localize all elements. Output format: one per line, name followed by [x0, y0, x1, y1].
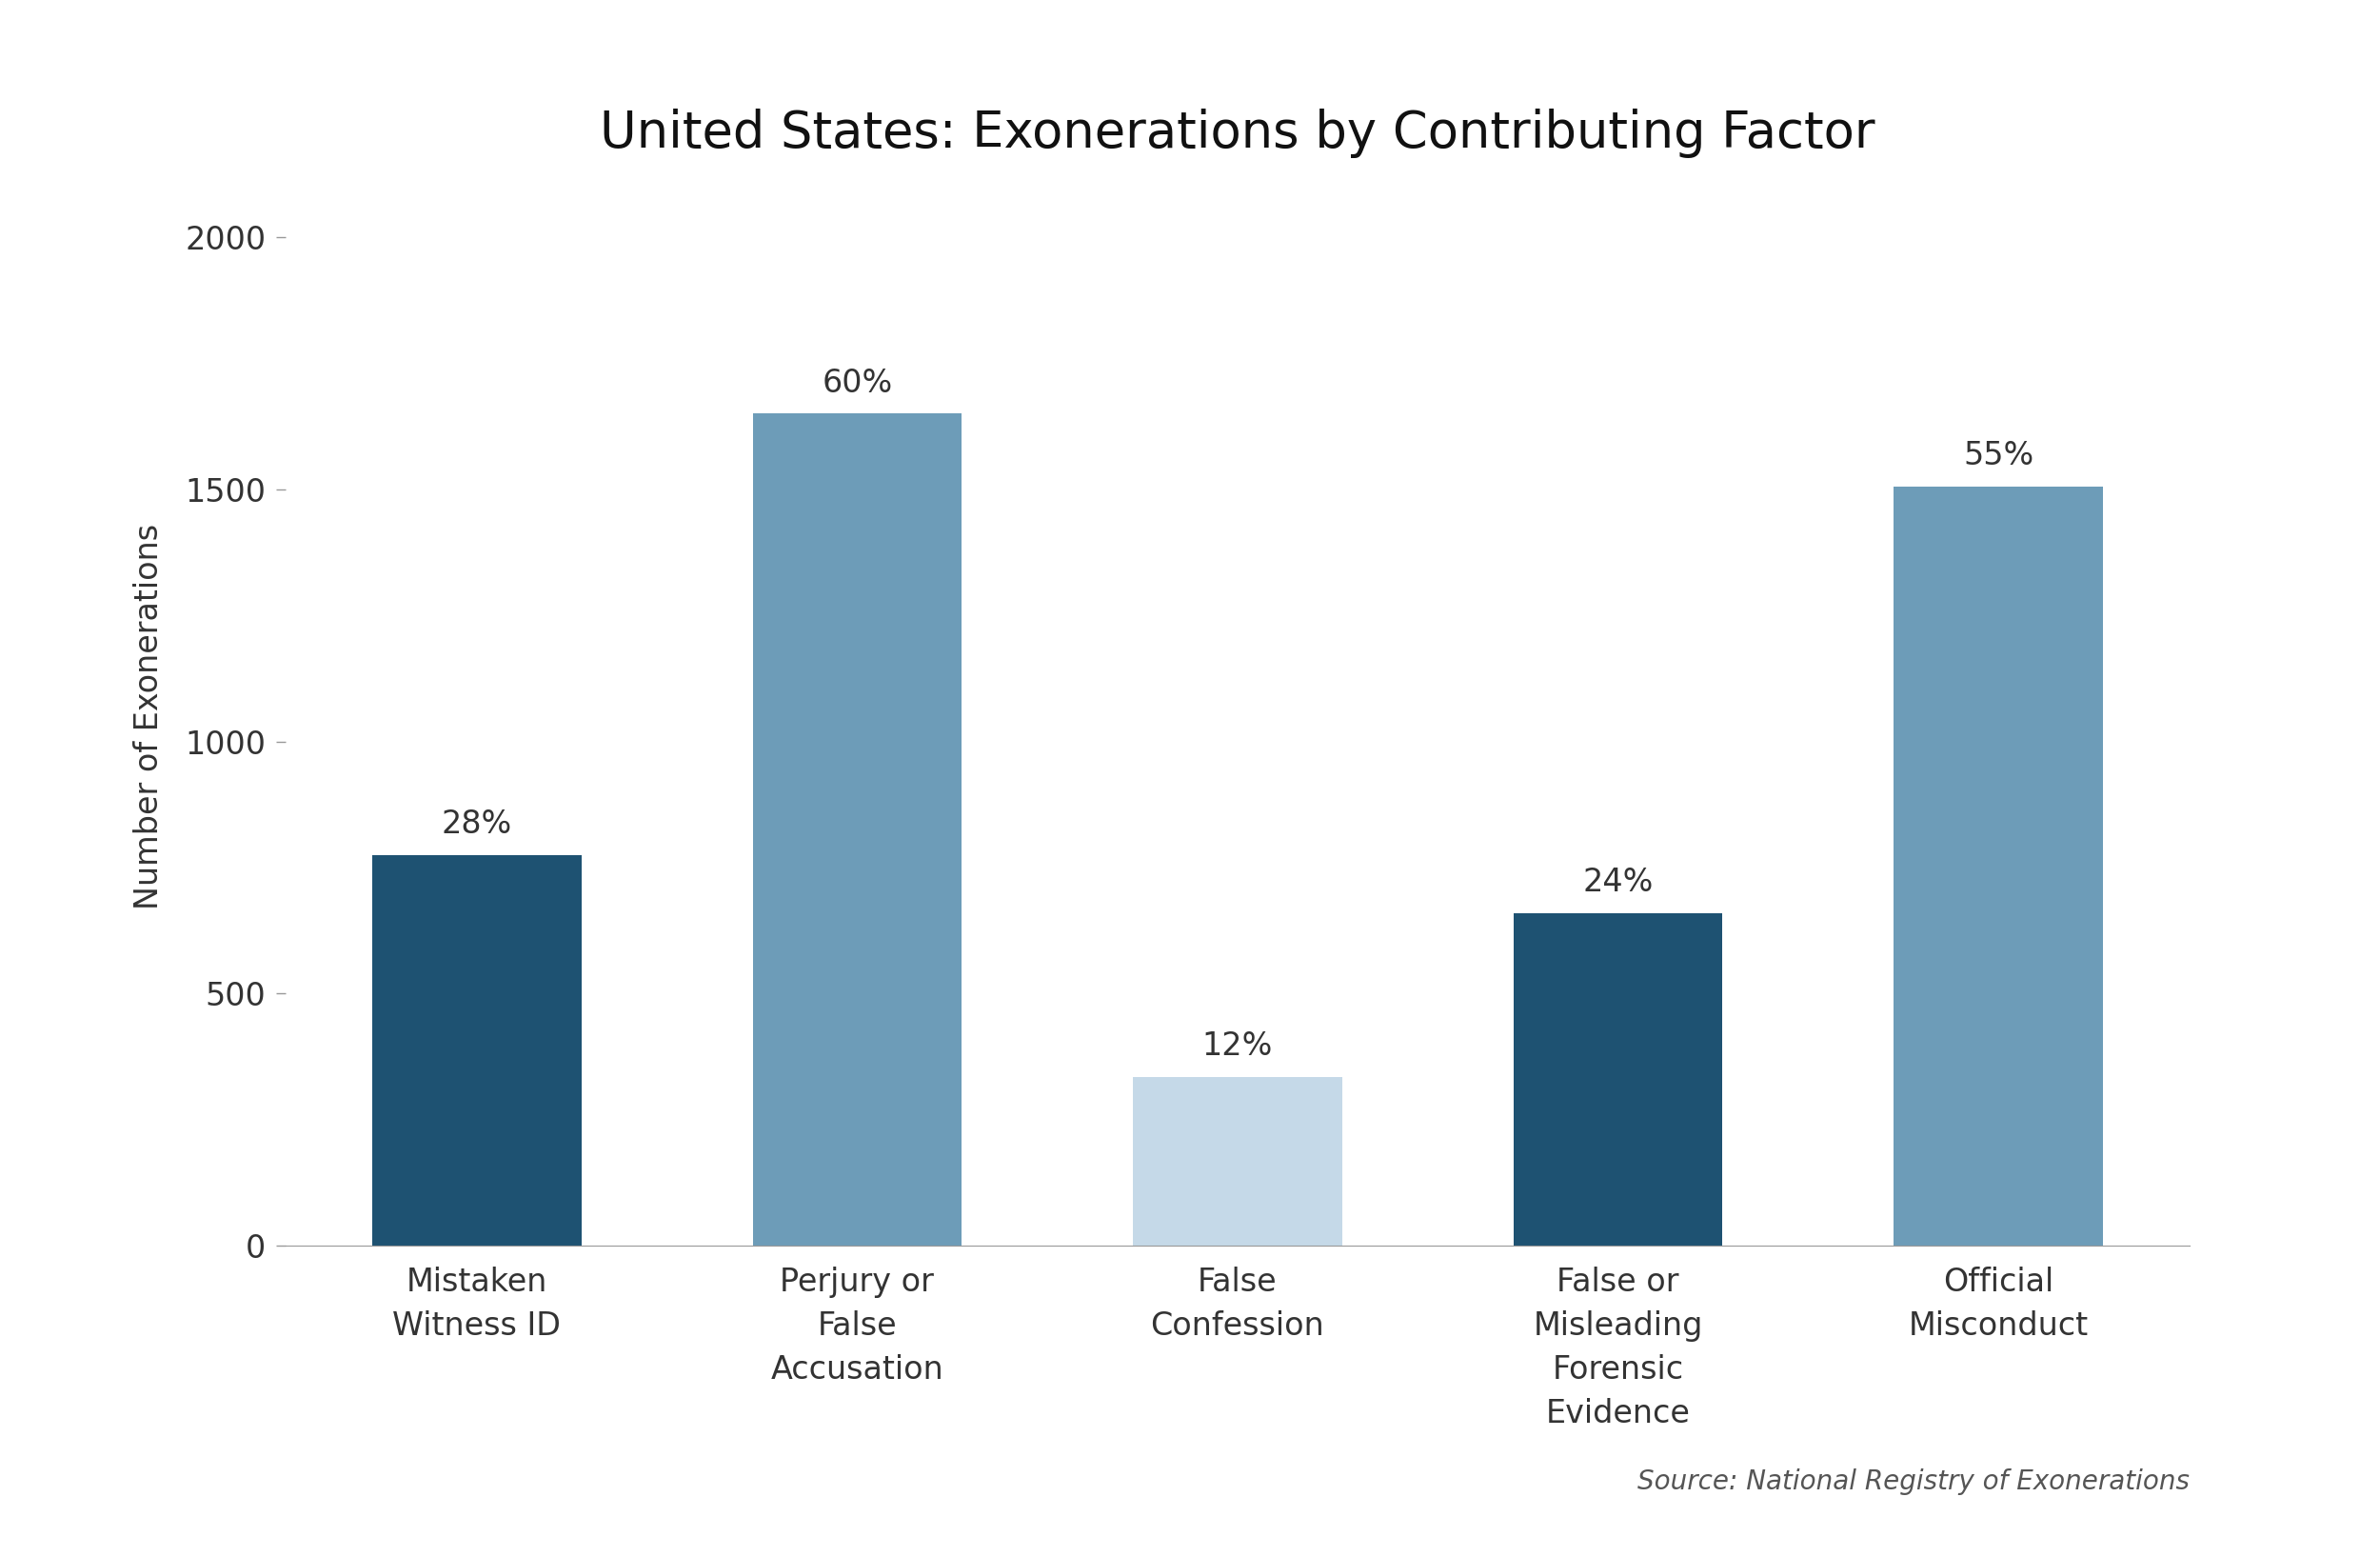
Bar: [371, 855, 581, 1246]
Bar: [1894, 487, 2104, 1246]
Bar: [1514, 912, 1723, 1246]
Bar: [1133, 1077, 1342, 1246]
Text: 60%: 60%: [821, 367, 892, 399]
Text: 55%: 55%: [1964, 441, 2035, 472]
Text: 12%: 12%: [1202, 1031, 1273, 1062]
Text: 28%: 28%: [440, 808, 512, 839]
Title: United States: Exonerations by Contributing Factor: United States: Exonerations by Contribut…: [600, 107, 1875, 157]
Text: Source: National Registry of Exonerations: Source: National Registry of Exoneration…: [1637, 1468, 2190, 1495]
Text: 24%: 24%: [1583, 866, 1654, 898]
Bar: [752, 414, 962, 1246]
Y-axis label: Number of Exonerations: Number of Exonerations: [133, 523, 164, 909]
